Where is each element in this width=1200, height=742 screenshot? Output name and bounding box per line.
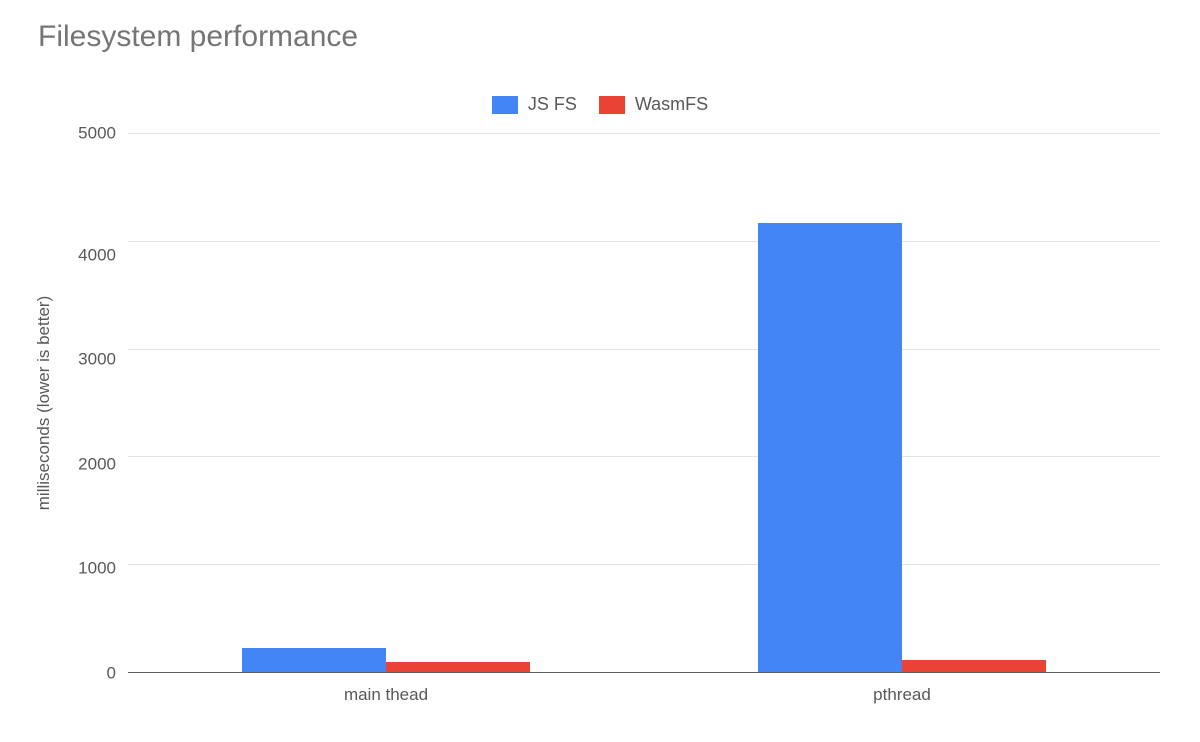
- bar-jsfs-main: [242, 648, 386, 673]
- bar-group-main-thread: [128, 133, 644, 673]
- plot-area: [128, 133, 1160, 673]
- ytick: 1000: [78, 560, 116, 577]
- chart-title: Filesystem performance: [38, 20, 1170, 54]
- ytick: 5000: [78, 125, 116, 142]
- x-axis-labels: main thead pthread: [128, 685, 1160, 705]
- bar-groups: [128, 133, 1160, 673]
- legend-label-jsfs: JS FS: [528, 94, 577, 115]
- ylabel-col: milliseconds (lower is better): [30, 133, 58, 673]
- legend-label-wasmfs: WasmFS: [635, 94, 708, 115]
- ytick: 3000: [78, 351, 116, 368]
- ytick: 2000: [78, 455, 116, 472]
- bar-jsfs-pthread: [758, 223, 902, 673]
- x-label-main-thread: main thead: [128, 685, 644, 705]
- x-axis-baseline: [128, 672, 1160, 673]
- ytick-labels: 5000 4000 3000 2000 1000 0: [58, 133, 128, 673]
- plot-wrap: milliseconds (lower is better) 5000 4000…: [30, 133, 1170, 673]
- ytick: 0: [107, 664, 116, 681]
- legend-item-jsfs: JS FS: [492, 94, 577, 115]
- x-label-pthread: pthread: [644, 685, 1160, 705]
- legend-swatch-wasmfs: [599, 96, 625, 114]
- chart-legend: JS FS WasmFS: [30, 94, 1170, 115]
- legend-swatch-jsfs: [492, 96, 518, 114]
- legend-item-wasmfs: WasmFS: [599, 94, 708, 115]
- y-axis-label: milliseconds (lower is better): [34, 296, 54, 510]
- bar-group-pthread: [644, 133, 1160, 673]
- chart-container: Filesystem performance JS FS WasmFS mill…: [0, 0, 1200, 742]
- ytick: 4000: [78, 246, 116, 263]
